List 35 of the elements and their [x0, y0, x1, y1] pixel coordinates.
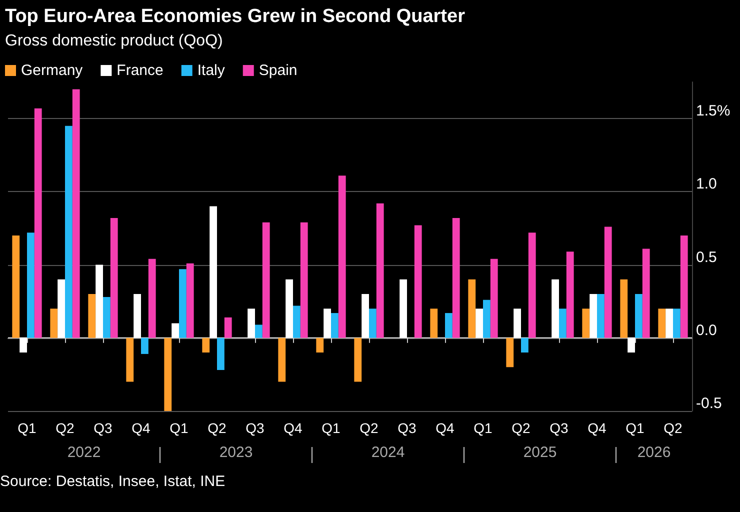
legend-label: Italy [197, 62, 226, 79]
x-tick-label: Q1 [474, 420, 493, 436]
x-tick-label: Q4 [132, 420, 151, 436]
y-tick-label: 0.0 [696, 322, 717, 339]
legend-label: Germany [21, 62, 84, 79]
x-tick-label: Q4 [284, 420, 303, 436]
y-tick-label: -0.5 [696, 395, 722, 412]
chart-subtitle: Gross domestic product (QoQ) [5, 32, 223, 50]
text: 2026 [637, 444, 671, 461]
x-tick-label: Q4 [436, 420, 455, 436]
text: 2025 [523, 444, 557, 461]
x-tick-label: Q3 [550, 420, 569, 436]
x-tick-label: Q2 [208, 420, 227, 436]
text: 2024 [371, 444, 405, 461]
source-note: Source: Destatis, Insee, Istat, INE [0, 473, 226, 490]
x-tick-label: Q2 [56, 420, 75, 436]
x-tick-label: Q1 [322, 420, 341, 436]
legend-label: France [116, 62, 164, 79]
text: 2023 [219, 444, 253, 461]
x-tick-label: Q1 [170, 420, 189, 436]
x-tick-label: Q2 [360, 420, 379, 436]
x-tick-label: Q2 [512, 420, 531, 436]
x-tick-label: Q1 [626, 420, 645, 436]
x-tick-label: Q1 [18, 420, 37, 436]
x-tick-label: Q3 [246, 420, 265, 436]
x-tick-label: Q2 [664, 420, 683, 436]
x-tick-label: Q3 [398, 420, 417, 436]
chart-title: Top Euro-Area Economies Grew in Second Quarter [5, 6, 466, 27]
x-tick-label: Q3 [94, 420, 113, 436]
y-tick-label: 1.0 [696, 176, 717, 193]
y-tick-label: 0.5 [696, 248, 717, 266]
y-tick-label: 1.5% [696, 102, 730, 120]
legend-label: Spain [258, 62, 298, 79]
text: 2022 [67, 444, 101, 461]
x-tick-label: Q4 [588, 420, 607, 436]
